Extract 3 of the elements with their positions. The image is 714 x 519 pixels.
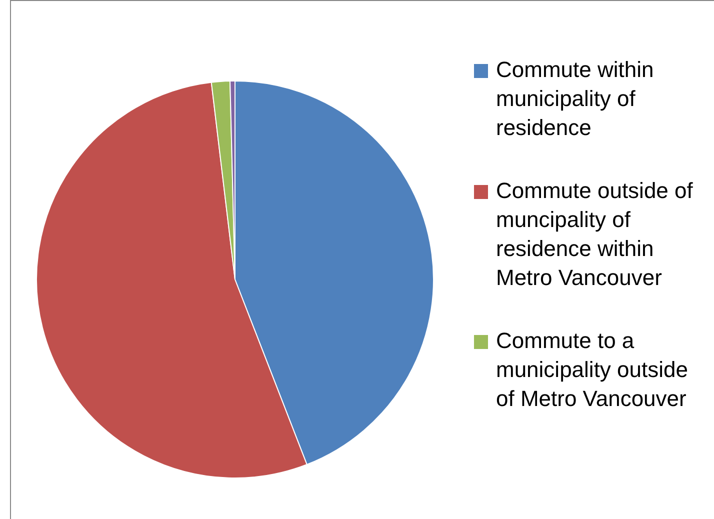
legend-label: Commute outside of muncipality of residence within Metro Vancouver (496, 177, 694, 292)
legend-label: Commute within municipality of residence (496, 56, 655, 142)
legend-label: Commute to a municipality outside of Metro Vancouver (496, 327, 689, 413)
